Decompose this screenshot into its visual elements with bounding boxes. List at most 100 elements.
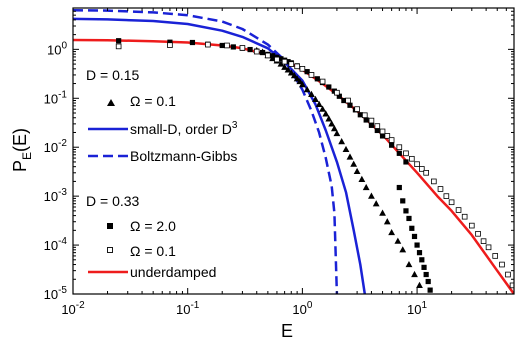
- point-sqo-36: [475, 230, 481, 237]
- legend-marker-triangle: [107, 99, 115, 106]
- point-tri-22: [333, 129, 341, 137]
- point-tri-34: [388, 228, 396, 236]
- point-sqf-40: [406, 215, 412, 222]
- legend-label-small-d: small-D, order D3: [130, 120, 238, 137]
- x-tick-label-2: 100: [292, 300, 312, 317]
- x-tick-label-3: 101: [407, 300, 427, 317]
- point-sqo-40: [499, 261, 505, 268]
- point-tri-30: [368, 192, 375, 199]
- point-tri-7: [284, 66, 292, 73]
- point-sqf-47: [423, 271, 429, 278]
- point-tri-25: [346, 153, 354, 160]
- legend-label-omega-20: Ω = 2.0: [130, 218, 176, 234]
- point-sqf-32: [374, 127, 380, 134]
- point-tri-37: [405, 260, 413, 268]
- point-sqo-2: [205, 41, 211, 48]
- y-tick-label-0: 10-5: [44, 285, 68, 302]
- legend-marker-open-square: [107, 247, 113, 253]
- legend-marker-filled-square: [107, 223, 113, 229]
- legend-label-omega-01-square: Ω = 0.1: [130, 243, 176, 259]
- point-sqf-45: [419, 257, 425, 263]
- y-axis-label: PE(E): [10, 128, 34, 172]
- point-sqf-4: [219, 42, 225, 49]
- point-sqf-35: [396, 150, 402, 156]
- point-sqf-25: [336, 93, 342, 99]
- point-sqf-42: [411, 233, 418, 240]
- point-tri-15: [312, 95, 319, 102]
- point-sqf-49: [427, 287, 433, 293]
- series-line-smallD: [73, 17, 367, 294]
- point-sqf-36: [403, 159, 409, 165]
- point-sqo-14: [334, 89, 340, 96]
- point-tri-23: [338, 138, 346, 145]
- point-sqo-5: [253, 48, 260, 55]
- point-sqo-8: [281, 58, 288, 65]
- point-tri-6: [281, 63, 289, 70]
- point-tri-35: [394, 237, 402, 244]
- svg-text:PE(E): PE(E): [10, 128, 34, 172]
- point-tri-32: [379, 209, 386, 216]
- point-tri-11: [296, 77, 304, 85]
- y-tick-label-1: 10-4: [44, 236, 68, 253]
- point-sqf-0: [116, 38, 122, 44]
- point-tri-36: [399, 246, 407, 253]
- point-tri-39: [416, 281, 423, 288]
- point-tri-20: [328, 120, 336, 127]
- point-sqf-2: [189, 39, 196, 46]
- point-sqo-17: [361, 112, 368, 119]
- point-sqo-41: [505, 271, 511, 278]
- point-sqo-31: [443, 193, 450, 199]
- point-sqo-18: [368, 117, 375, 124]
- point-sqo-29: [431, 178, 437, 185]
- point-sqo-39: [492, 253, 499, 259]
- point-sqf-9: [260, 49, 266, 56]
- point-tri-16: [315, 100, 323, 107]
- point-sqf-13: [278, 56, 284, 62]
- point-sqo-3: [224, 42, 230, 49]
- series-line-bg: [73, 8, 339, 294]
- point-tri-14: [308, 90, 315, 98]
- y-tick-label-4: 10-1: [44, 89, 68, 106]
- point-tri-38: [411, 270, 418, 278]
- point-sqo-20: [379, 128, 386, 135]
- point-tri-13: [303, 86, 311, 93]
- point-sqo-12: [308, 72, 315, 78]
- point-sqo-28: [423, 169, 429, 176]
- y-tick-label-2: 10-3: [44, 187, 68, 204]
- point-sqo-26: [414, 161, 420, 167]
- point-sqf-23: [326, 84, 332, 90]
- point-sqf-34: [389, 142, 395, 148]
- point-tri-26: [350, 160, 358, 167]
- point-sqo-34: [461, 213, 468, 220]
- point-sqf-21: [314, 76, 320, 82]
- point-tri-29: [362, 183, 370, 191]
- plot-area: [73, 8, 514, 294]
- point-sqo-33: [455, 207, 462, 213]
- point-sqf-31: [368, 122, 375, 128]
- point-sqf-48: [425, 278, 431, 285]
- point-sqf-43: [414, 242, 420, 248]
- point-sqf-19: [304, 69, 310, 75]
- legend-title-d033: D = 0.33: [86, 193, 140, 209]
- point-sqf-5: [230, 44, 236, 50]
- x-tick-label-0: 10-2: [61, 300, 85, 317]
- axis-ticks: 10-2 10-1 100 101 10-5 10-4 10-3 10-2 10-1 100: [44, 7, 515, 317]
- point-sqo-19: [374, 123, 381, 129]
- point-sqo-15: [345, 97, 351, 104]
- point-sqo-23: [396, 144, 403, 151]
- point-sqo-7: [274, 56, 280, 63]
- legend-title-d015: D = 0.15: [86, 67, 140, 83]
- point-sqf-11: [270, 53, 276, 59]
- point-sqo-9: [288, 61, 295, 67]
- point-tri-17: [319, 105, 326, 112]
- point-tri-28: [358, 175, 366, 182]
- y-tick-label-5: 100: [47, 40, 67, 57]
- point-tri-9: [290, 72, 298, 79]
- point-sqo-27: [419, 166, 425, 172]
- point-sqf-39: [403, 208, 409, 214]
- point-tri-18: [322, 110, 330, 117]
- point-sqo-4: [239, 45, 246, 51]
- point-sqo-24: [403, 150, 409, 157]
- point-sqo-32: [448, 199, 455, 206]
